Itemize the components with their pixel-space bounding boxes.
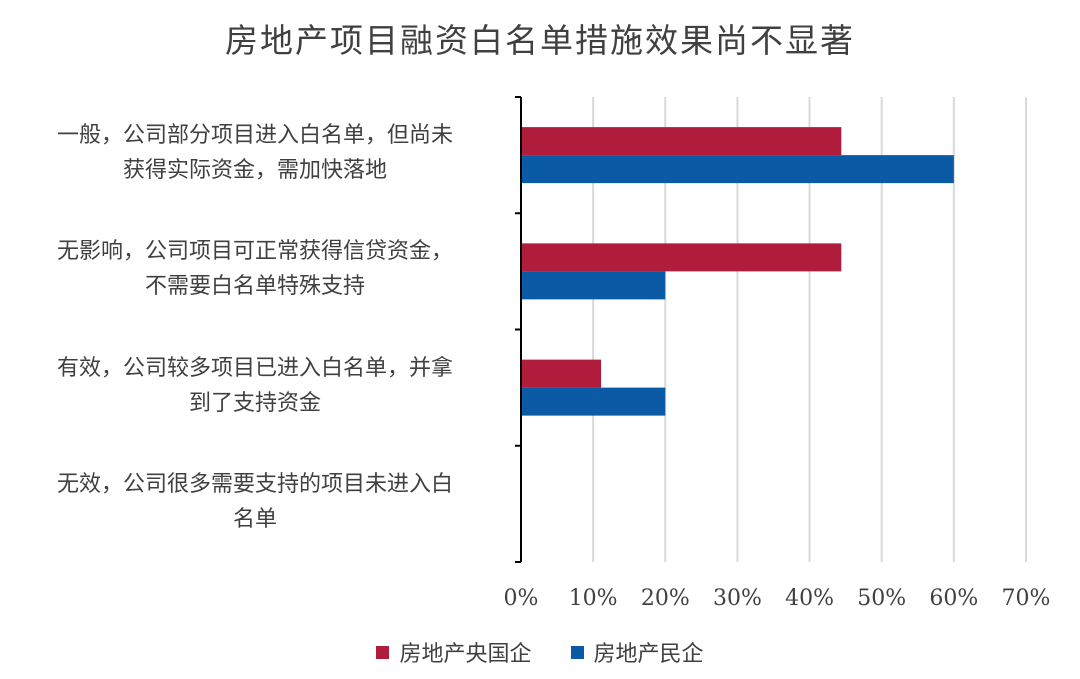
- x-tick-label-7: 70%: [1002, 586, 1051, 611]
- legend-label-private: 房地产民企: [593, 642, 704, 667]
- category-label-line: 到了支持资金: [188, 390, 321, 416]
- category-label-line: 一般，公司部分项目进入白名单，但尚未: [56, 123, 453, 149]
- bar-private-1: [521, 271, 666, 300]
- category-label-2: 有效，公司较多项目已进入白名单，并拿 到了支持资金: [5, 351, 505, 421]
- bar-private-2: [521, 387, 666, 416]
- legend-item-private: 房地产民企: [570, 636, 704, 668]
- bar-private-0: [521, 155, 954, 184]
- chart-title: 房地产项目融资白名单措施效果尚不显著: [225, 21, 855, 60]
- x-tick-label-2: 20%: [641, 586, 690, 611]
- x-tick-label-5: 50%: [857, 586, 906, 611]
- bar-state-owned-2: [521, 359, 602, 388]
- category-label-line: 无效，公司很多需要支持的项目未进入白: [56, 471, 453, 497]
- x-tick-label-6: 60%: [929, 586, 978, 611]
- legend-swatch-private: [570, 645, 584, 659]
- legend-label-state-owned: 房地产央国企: [399, 642, 532, 667]
- x-tick-label-1: 10%: [569, 586, 618, 611]
- legend: 房地产央国企 房地产民企: [0, 636, 1080, 668]
- x-tick-label-4: 40%: [785, 586, 834, 611]
- category-label-line: 有效，公司较多项目已进入白名单，并拿: [56, 355, 453, 381]
- category-label-1: 无影响，公司项目可正常获得信贷资金， 不需要白名单特殊支持: [5, 234, 505, 304]
- legend-item-state-owned: 房地产央国企: [376, 636, 532, 668]
- bar-state-owned-0: [521, 127, 842, 156]
- x-tick-label-0: 0%: [504, 586, 539, 611]
- legend-swatch-state-owned: [376, 645, 390, 659]
- category-label-3: 无效，公司很多需要支持的项目未进入白 名单: [5, 467, 505, 537]
- category-label-line: 获得实际资金，需加快落地: [122, 158, 387, 184]
- category-label-line: 名单: [232, 506, 277, 532]
- category-label-line: 不需要白名单特殊支持: [144, 274, 365, 300]
- category-label-line: 无影响，公司项目可正常获得信贷资金，: [56, 239, 453, 265]
- x-tick-label-3: 30%: [713, 586, 762, 611]
- bar-state-owned-1: [521, 243, 842, 272]
- category-label-0: 一般，公司部分项目进入白名单，但尚未 获得实际资金，需加快落地: [5, 118, 505, 188]
